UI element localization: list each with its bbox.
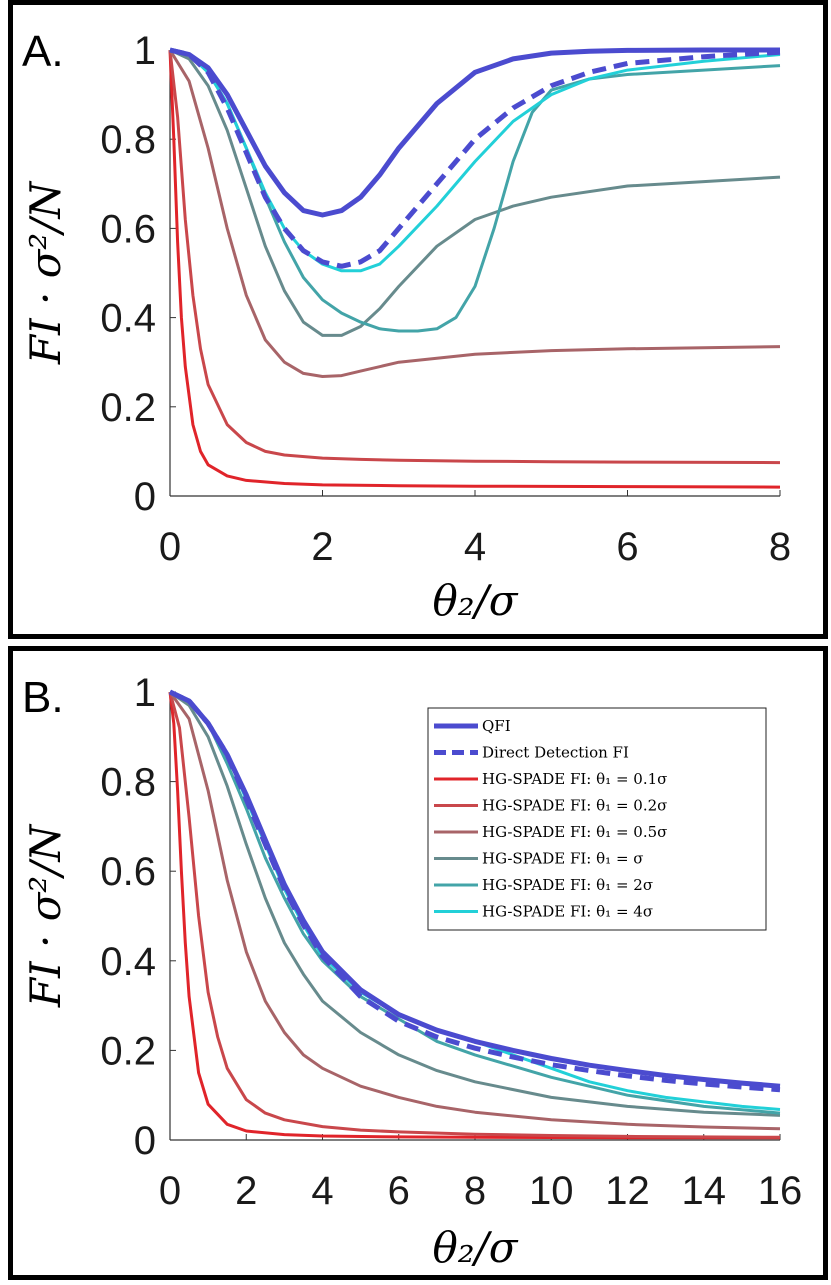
y-tick-label: 0 <box>134 1119 156 1163</box>
x-tick-label: 6 <box>616 525 638 569</box>
x-tick-label: 8 <box>769 525 791 569</box>
panel-label: A. <box>22 27 64 76</box>
legend-label: Direct Detection FI <box>482 744 629 762</box>
legend-label: HG-SPADE FI: θ₁ = 4σ <box>482 903 653 921</box>
y-tick-label: 0.4 <box>100 940 156 984</box>
series-line-0 <box>168 689 781 1089</box>
y-tick-label: 0.2 <box>100 386 156 430</box>
series-line-4 <box>168 691 781 1131</box>
x-tick-label: 0 <box>159 525 181 569</box>
x-tick-label: 4 <box>464 525 486 569</box>
y-tick-label: 1 <box>134 29 156 73</box>
legend-label: HG-SPADE FI: θ₁ = σ <box>482 850 644 868</box>
legend-label: HG-SPADE FI: θ₁ = 0.2σ <box>482 797 667 815</box>
series-line-0 <box>169 47 780 218</box>
x-tick-label: 12 <box>605 1169 650 1213</box>
panel-a: A. 0 2 4 6 8 0 0.2 0.4 0.6 0.8 1 θ₂/σ FI · σ²/N <box>21 27 791 625</box>
legend-label: HG-SPADE FI: θ₁ = 0.5σ <box>482 823 667 841</box>
y-axis-title: FI · σ²/N <box>21 824 70 1008</box>
y-axis-title: FI · σ²/N <box>21 181 70 365</box>
legend-label: QFI <box>482 717 511 735</box>
series-line-2 <box>168 691 780 1140</box>
series-line-1 <box>168 689 781 1093</box>
x-tick-label: 6 <box>388 1169 410 1213</box>
x-tick-label: 2 <box>311 525 333 569</box>
y-tick-label: 0.8 <box>100 118 156 162</box>
x-tick-label: 14 <box>682 1169 727 1213</box>
series-line-1 <box>169 47 781 269</box>
y-tick-label: 0.4 <box>100 297 156 341</box>
legend-box <box>427 707 767 931</box>
y-tick-label: 0.6 <box>100 850 156 894</box>
y-tick-label: 0 <box>134 475 156 519</box>
series-line-3 <box>168 691 781 1139</box>
x-tick-label: 10 <box>529 1169 574 1213</box>
series-line-5 <box>169 690 781 1117</box>
legend-label: HG-SPADE FI: θ₁ = 2σ <box>482 876 653 894</box>
x-tick-label: 8 <box>464 1169 486 1213</box>
y-tick-label: 0.8 <box>100 761 156 805</box>
series-line-3 <box>168 49 781 465</box>
x-tick-label: 0 <box>159 1169 181 1213</box>
series-line-6 <box>169 48 781 333</box>
legend: QFI Direct Detection FI HG-SPADE FI: θ₁ = … <box>427 707 767 931</box>
series-line-4 <box>168 49 781 378</box>
y-tick-label: 0.2 <box>100 1029 156 1073</box>
x-tick-label: 2 <box>235 1169 257 1213</box>
x-axis-title: θ₂/σ <box>433 1223 519 1272</box>
panel-a-frame <box>8 0 828 639</box>
y-tick-label: 1 <box>134 671 156 715</box>
y-tick-label: 0.6 <box>100 207 156 251</box>
x-axis-title: θ₂/σ <box>433 576 519 625</box>
panel-b: B. 0 2 4 6 8 10 12 14 16 0 0.2 0.4 0.6 0.8 1 θ₂/σ FI · σ²… <box>21 671 802 1272</box>
panel-label: B. <box>22 673 64 722</box>
series-line-6 <box>169 690 781 1115</box>
series-line-2 <box>168 49 781 489</box>
x-tick-label: 4 <box>311 1169 333 1213</box>
x-tick-label: 16 <box>758 1169 803 1213</box>
legend-label: HG-SPADE FI: θ₁ = 0.1σ <box>482 770 667 788</box>
series-line-5 <box>169 48 781 337</box>
